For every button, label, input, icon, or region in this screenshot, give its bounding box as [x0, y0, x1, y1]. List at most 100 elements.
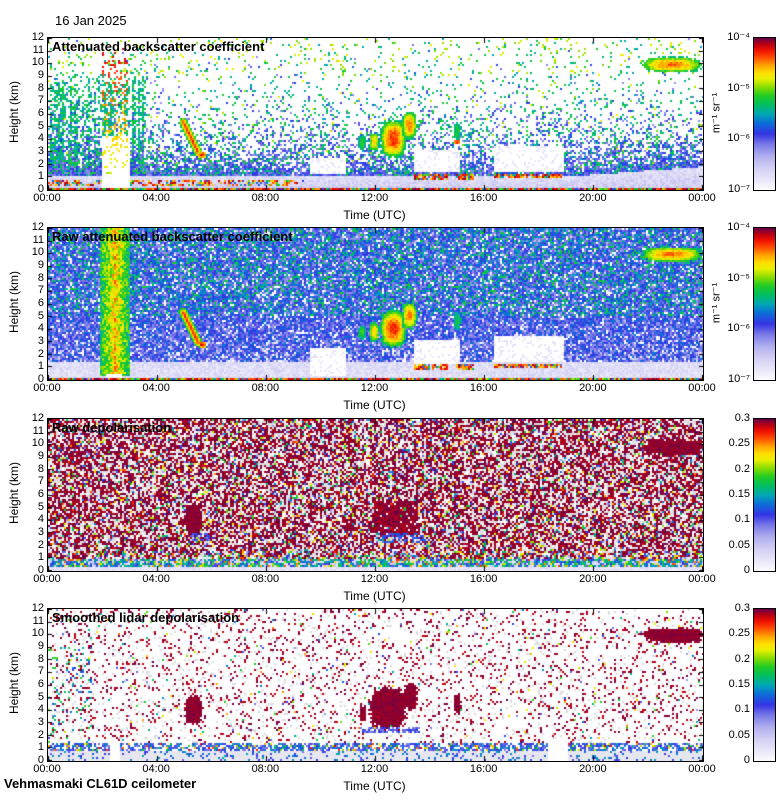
y-tick-label: 2 [37, 157, 44, 170]
y-tick-label: 1 [37, 360, 44, 373]
panel-title: Smoothed lidar depolarisation [52, 610, 240, 625]
y-tick-label: 6 [37, 297, 44, 309]
x-tick-label: 12:00 [360, 573, 389, 585]
colorbar-4 [753, 608, 776, 762]
y-tick-label: 0 [37, 754, 44, 766]
colorbar-gradient [754, 38, 775, 190]
colorbar-tick-label: 10⁻⁵ [727, 271, 750, 284]
colorbar-2 [753, 227, 776, 381]
colorbar-tick-label: 0.25 [728, 437, 750, 450]
x-axis-label: Time (UTC) [343, 398, 406, 412]
y-tick-label: 12 [31, 602, 44, 614]
colorbar-1 [753, 37, 776, 191]
y-tick-label: 10 [31, 56, 44, 69]
x-tick-label: 08:00 [251, 573, 280, 585]
y-tick-label: 4 [37, 703, 44, 716]
y-tick-label: 5 [37, 119, 44, 132]
panel-title: Attenuated backscatter coefficient [52, 39, 265, 54]
y-tick-label: 4 [37, 513, 44, 526]
colorbar-gradient [754, 419, 775, 571]
colorbar-tick-label: 10⁻⁶ [727, 322, 750, 335]
y-tick-label: 11 [32, 614, 44, 627]
y-tick-label: 10 [31, 627, 44, 640]
y-tick-label: 12 [31, 31, 44, 43]
y-tick-label: 1 [37, 170, 44, 183]
y-tick-label: 9 [37, 450, 44, 462]
y-tick-label: 8 [37, 652, 44, 665]
y-tick-label: 3 [37, 335, 44, 347]
x-axis-label: Time (UTC) [343, 589, 406, 603]
panel-title: Raw attenuated backscatter coefficient [52, 229, 293, 244]
heatmap-canvas-4 [48, 609, 703, 761]
y-tick-label: 0 [37, 564, 44, 576]
colorbar-tick-label: 0.3 [734, 602, 750, 614]
colorbar-tick-label: 10⁻⁷ [727, 373, 750, 385]
y-tick-label: 1 [37, 741, 44, 754]
colorbar-tick-label: 0.15 [728, 488, 750, 500]
x-tick-label: 20:00 [579, 763, 607, 775]
y-tick-label: 9 [37, 69, 44, 81]
y-tick-label: 8 [37, 271, 44, 284]
y-tick-label: 6 [37, 678, 44, 690]
colorbar-tick-label: 0.2 [734, 652, 750, 665]
y-tick-label: 5 [37, 690, 44, 703]
heatmap-panel-2: Raw attenuated backscatter coefficient [47, 227, 704, 381]
colorbar-tick-label: 0.1 [734, 703, 750, 716]
y-tick-label: 5 [37, 500, 44, 513]
x-tick-label: 00:00 [33, 573, 61, 585]
x-tick-label: 16:00 [469, 382, 498, 394]
x-tick-label: 08:00 [251, 763, 280, 775]
x-axis-label: Time (UTC) [343, 208, 406, 222]
y-tick-label: 8 [37, 462, 44, 475]
colorbar-gradient [754, 228, 775, 380]
x-tick-label: 00:00 [688, 573, 716, 585]
x-tick-label: 16:00 [469, 763, 498, 775]
panel-title: Raw depolarisation [52, 420, 172, 435]
x-tick-label: 20:00 [579, 192, 607, 204]
y-tick-label: 2 [37, 728, 44, 741]
y-tick-label: 5 [37, 309, 44, 322]
heatmap-canvas-2 [48, 228, 703, 380]
y-tick-label: 11 [32, 233, 44, 246]
y-tick-label: 12 [31, 412, 44, 424]
y-tick-label: 8 [37, 81, 44, 94]
heatmap-panel-1: Attenuated backscatter coefficient [47, 37, 704, 191]
x-tick-label: 00:00 [688, 382, 716, 394]
y-tick-label: 2 [37, 347, 44, 360]
y-tick-label: 3 [37, 145, 44, 157]
y-tick-label: 4 [37, 322, 44, 335]
colorbar-tick-label: 0.3 [734, 412, 750, 424]
colorbar-tick-label: 0.05 [728, 538, 750, 551]
y-tick-label: 4 [37, 132, 44, 145]
y-tick-label: 2 [37, 538, 44, 551]
x-tick-label: 16:00 [469, 192, 498, 204]
colorbar-unit-label: m⁻¹ sr⁻¹ [710, 282, 723, 324]
colorbar-unit-label: m⁻¹ sr⁻¹ [710, 92, 723, 134]
x-tick-label: 12:00 [360, 192, 389, 204]
x-tick-label: 20:00 [579, 573, 607, 585]
colorbar-tick-label: 0 [743, 754, 750, 766]
colorbar-tick-label: 10⁻⁷ [727, 183, 750, 195]
y-tick-label: 7 [37, 284, 44, 297]
colorbar-gradient [754, 609, 775, 761]
y-tick-label: 3 [37, 716, 44, 728]
x-tick-label: 04:00 [142, 573, 170, 585]
y-tick-label: 3 [37, 526, 44, 538]
colorbar-tick-label: 10⁻⁵ [727, 81, 750, 94]
y-tick-label: 0 [37, 373, 44, 385]
colorbar-tick-label: 0.2 [734, 462, 750, 475]
heatmap-panel-4: Smoothed lidar depolarisation [47, 608, 704, 762]
x-tick-label: 00:00 [33, 763, 61, 775]
y-tick-label: 7 [37, 94, 44, 107]
heatmap-canvas-3 [48, 419, 703, 571]
x-tick-label: 00:00 [33, 192, 61, 204]
x-tick-label: 08:00 [251, 382, 280, 394]
y-tick-label: 6 [37, 488, 44, 500]
y-tick-label: 10 [31, 246, 44, 259]
y-tick-label: 9 [37, 259, 44, 271]
x-axis-label: Time (UTC) [343, 779, 406, 793]
x-tick-label: 04:00 [142, 763, 170, 775]
colorbar-tick-label: 0.1 [734, 513, 750, 526]
x-tick-label: 16:00 [469, 573, 498, 585]
colorbar-tick-label: 10⁻⁴ [727, 31, 750, 43]
